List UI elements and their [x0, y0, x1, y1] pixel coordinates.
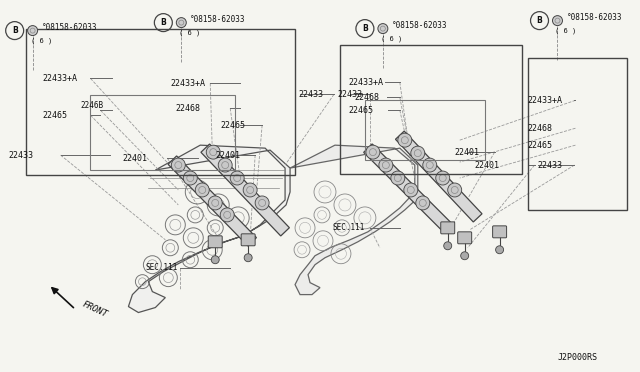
Circle shape [176, 17, 186, 28]
Circle shape [391, 171, 405, 185]
Circle shape [461, 252, 468, 260]
Text: 22465: 22465 [527, 141, 552, 150]
Text: B: B [12, 26, 17, 35]
FancyBboxPatch shape [458, 232, 472, 244]
Circle shape [183, 171, 197, 185]
Circle shape [378, 23, 388, 33]
Text: ( 6 ): ( 6 ) [179, 29, 200, 36]
Circle shape [195, 183, 209, 197]
Text: J2P000RS: J2P000RS [557, 353, 598, 362]
Circle shape [404, 183, 418, 197]
Text: ( 6 ): ( 6 ) [31, 37, 52, 44]
Text: 22468: 22468 [527, 124, 552, 133]
Bar [26, 29, 295, 175]
Circle shape [444, 242, 452, 250]
Text: ( 6 ): ( 6 ) [381, 35, 402, 42]
Text: FRONT: FRONT [81, 300, 109, 320]
Text: 22465: 22465 [43, 111, 68, 120]
Bar [365, 100, 484, 160]
Text: 22433: 22433 [298, 90, 323, 99]
Circle shape [379, 158, 393, 172]
Circle shape [244, 254, 252, 262]
Circle shape [552, 16, 563, 26]
Circle shape [211, 256, 220, 264]
Text: 22433+A: 22433+A [527, 96, 563, 105]
Polygon shape [201, 144, 289, 236]
Polygon shape [290, 145, 418, 295]
Text: 22401: 22401 [475, 161, 500, 170]
Text: °08158-62033: °08158-62033 [566, 13, 622, 22]
Text: °08158-62033: °08158-62033 [42, 23, 97, 32]
Circle shape [230, 171, 244, 185]
Polygon shape [396, 131, 482, 222]
Circle shape [436, 171, 450, 185]
Text: B: B [161, 18, 166, 27]
Bar [340, 45, 522, 174]
Text: 22401: 22401 [122, 154, 147, 163]
Circle shape [366, 145, 380, 159]
Text: 22433: 22433 [337, 90, 362, 99]
Text: SEC.111: SEC.111 [333, 223, 365, 232]
Circle shape [218, 158, 232, 172]
Text: 22465: 22465 [348, 106, 373, 115]
Circle shape [220, 208, 234, 222]
Text: 22433: 22433 [9, 151, 34, 160]
Text: ( 6 ): ( 6 ) [556, 27, 577, 34]
Polygon shape [168, 156, 257, 246]
Text: 2246B: 2246B [81, 101, 104, 110]
Text: 22401: 22401 [215, 151, 240, 160]
Text: 22468: 22468 [175, 104, 200, 113]
Text: B: B [362, 24, 368, 33]
Circle shape [423, 158, 436, 172]
FancyBboxPatch shape [208, 236, 222, 248]
Polygon shape [129, 145, 290, 312]
Circle shape [448, 183, 461, 197]
FancyBboxPatch shape [441, 222, 454, 234]
Text: 22433+A: 22433+A [348, 78, 383, 87]
Text: SEC.111: SEC.111 [145, 263, 178, 272]
Circle shape [255, 196, 269, 210]
Circle shape [172, 158, 186, 172]
Text: 22465: 22465 [220, 121, 245, 130]
Text: B: B [537, 16, 542, 25]
FancyBboxPatch shape [241, 234, 255, 246]
Text: 22468: 22468 [355, 93, 380, 102]
Circle shape [243, 183, 257, 197]
Circle shape [206, 145, 220, 159]
Circle shape [411, 146, 425, 160]
Circle shape [28, 26, 38, 36]
Text: °08158-62033: °08158-62033 [190, 15, 246, 24]
FancyBboxPatch shape [493, 226, 507, 238]
Bar [90, 95, 235, 170]
Polygon shape [364, 144, 452, 232]
Circle shape [416, 196, 430, 210]
Circle shape [398, 133, 412, 147]
Text: °08158-62033: °08158-62033 [392, 21, 447, 30]
Circle shape [495, 246, 504, 254]
Text: 22401: 22401 [454, 148, 480, 157]
Text: 22433+A: 22433+A [170, 79, 205, 88]
Bar [527, 58, 627, 210]
Text: 22433+A: 22433+A [43, 74, 77, 83]
Circle shape [208, 196, 222, 210]
Text: 22433: 22433 [538, 161, 563, 170]
